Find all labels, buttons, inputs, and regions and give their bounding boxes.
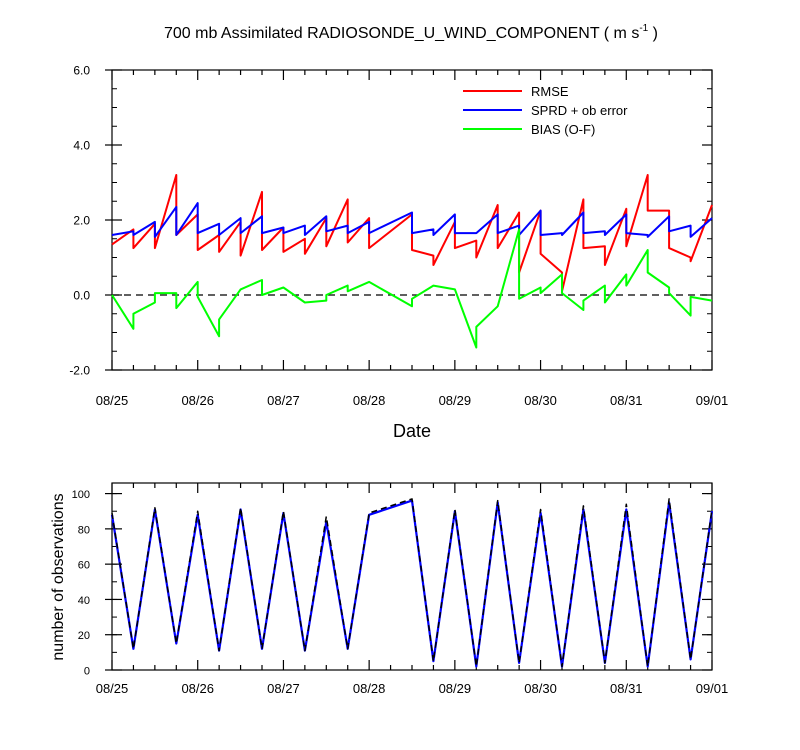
- error-statistics-chart: 700 mb Assimilated RADIOSONDE_U_WIND_COM…: [69, 23, 728, 441]
- x-tick-label: 08/26: [181, 681, 214, 696]
- y-tick-label: 20: [78, 630, 90, 642]
- y-tick-label: 60: [78, 560, 90, 572]
- y-tick-label: 4.0: [73, 139, 90, 153]
- series-line-sprd-ob-error: [111, 202, 713, 238]
- legend-label: SPRD + ob error: [531, 103, 628, 118]
- x-tick-label: 08/28: [353, 681, 386, 696]
- series-group: [110, 498, 714, 668]
- legend-label: BIAS (O-F): [531, 122, 595, 137]
- series-group: [111, 174, 713, 349]
- x-tick-label: 08/25: [96, 681, 129, 696]
- y-tick-label: 100: [72, 489, 90, 501]
- series-line-bias-o-f: [111, 228, 713, 349]
- y-axis-title: number of observations: [50, 493, 67, 660]
- legend: RMSE SPRD + ob error BIAS (O-F): [463, 84, 628, 137]
- x-axis: 08/25 08/26 08/27 08/28 08/29 08/30 08/31 09/01: [96, 483, 729, 696]
- x-tick-label: 08/28: [353, 393, 386, 408]
- y-axis: -2.0 0.0 2.0 4.0 6.0: [69, 64, 712, 378]
- y-axis: 0 20 40 60 80 100: [72, 489, 712, 678]
- y-tick-label: 40: [78, 595, 90, 607]
- y-tick-label: 6.0: [73, 64, 90, 78]
- y-tick-label: 80: [78, 524, 90, 536]
- x-tick-label: 08/29: [439, 681, 472, 696]
- y-tick-label: 0: [84, 666, 90, 678]
- y-tick-label: 0.0: [73, 289, 90, 303]
- x-axis-title: Date: [393, 421, 431, 441]
- y-tick-label: 2.0: [73, 214, 90, 228]
- x-tick-label: 08/27: [267, 393, 300, 408]
- x-tick-label: 09/01: [696, 393, 729, 408]
- x-tick-label: 08/31: [610, 393, 643, 408]
- x-tick-label: 08/29: [439, 393, 472, 408]
- series-line-rmse: [111, 174, 713, 293]
- chart-title: 700 mb Assimilated RADIOSONDE_U_WIND_COM…: [164, 23, 658, 42]
- plot-area-frame: [111, 482, 713, 671]
- x-tick-label: 08/31: [610, 681, 643, 696]
- x-axis: 08/25 08/26 08/27 08/28 08/29 08/30 08/31 09/01: [96, 70, 729, 408]
- x-tick-label: 08/25: [96, 393, 129, 408]
- x-tick-label: 08/30: [524, 393, 557, 408]
- x-tick-label: 09/01: [696, 681, 729, 696]
- series-line-observations-used: [110, 499, 714, 668]
- legend-label: RMSE: [531, 84, 569, 99]
- series-line-observations-possible: [111, 498, 713, 668]
- x-tick-label: 08/26: [181, 393, 214, 408]
- x-tick-label: 08/27: [267, 681, 300, 696]
- x-tick-label: 08/30: [524, 681, 557, 696]
- y-tick-label: -2.0: [69, 364, 90, 378]
- minor-ticks: [112, 483, 712, 671]
